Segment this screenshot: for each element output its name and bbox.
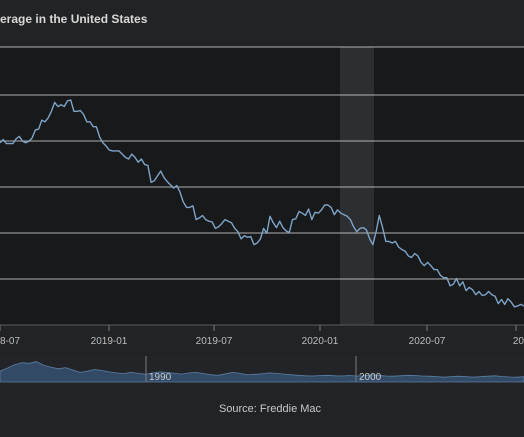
x-tick-label: 2020-01 [302,336,339,347]
navigator-series-area [0,361,524,383]
chart-title: erage in the United States [0,12,148,26]
gridlines [0,46,524,280]
series-line [0,99,524,308]
x-tick-label: 2019-01 [91,336,128,347]
x-axis: 8-07 2019-01 2019-07 2020-01 2020-07 20 [0,324,524,347]
x-tick-label: 20 [513,336,524,347]
navigator[interactable]: 1990 2000 [0,356,524,383]
plot-area [0,47,524,325]
navigator-label-2000: 2000 [359,372,382,383]
x-tick-label: 2020-07 [409,336,446,347]
x-tick-label: 8-07 [0,336,20,347]
navigator-label-1990: 1990 [149,372,172,383]
x-tick-label: 2019-07 [196,336,233,347]
recession-band [340,47,374,325]
source-note: Source: Freddie Mac [219,403,322,415]
